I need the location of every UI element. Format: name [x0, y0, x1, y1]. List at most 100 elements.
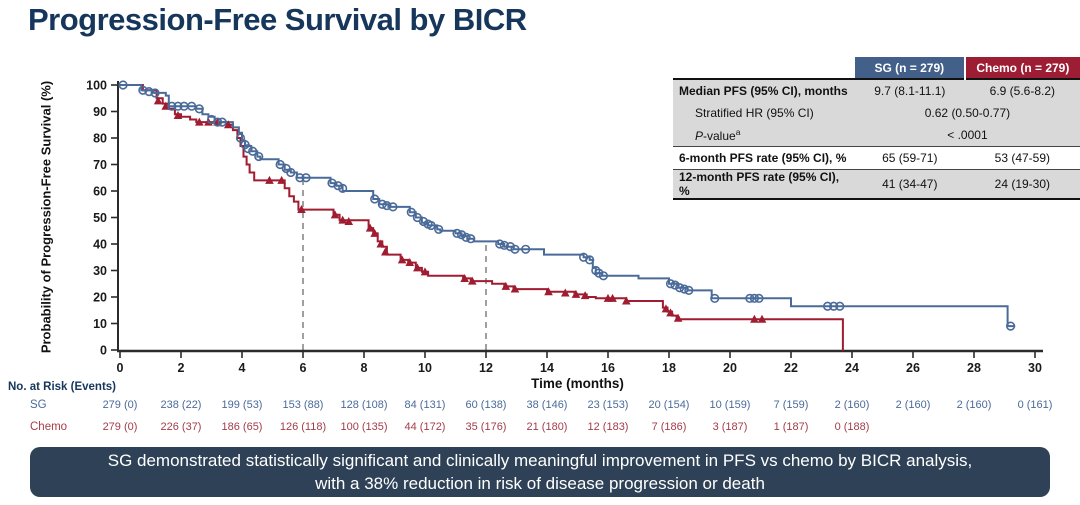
risk-value: 1 (187)	[773, 421, 809, 433]
censor-mark-circle	[598, 271, 609, 281]
censor-mark-triangle	[666, 308, 675, 317]
risk-value: 100 (135)	[340, 421, 388, 433]
x-tick-label: 22	[784, 361, 798, 375]
pvalue-italic-p: P	[695, 129, 704, 143]
censor-mark-circle	[301, 173, 311, 183]
risk-value: 128 (108)	[340, 399, 388, 411]
censor-mark-circle	[665, 279, 676, 289]
censor-mark-circle	[235, 133, 246, 143]
stats-value-median-chemo: 6.9 (5.6-8.2)	[964, 78, 1080, 102]
risk-value: 3 (187)	[712, 421, 748, 433]
y-axis-label: Probability of Progression-Free Survival…	[38, 80, 54, 354]
censor-mark-circle	[333, 181, 343, 191]
x-tick-label: 28	[967, 361, 981, 375]
censor-mark-circle	[521, 244, 531, 254]
censor-mark-triangle	[370, 228, 379, 237]
censor-mark-circle	[745, 293, 755, 303]
risk-value: 186 (65)	[221, 421, 263, 433]
y-tick-label: 80	[93, 132, 107, 146]
y-tick-label: 90	[93, 105, 107, 119]
censor-mark-triangle	[467, 276, 477, 285]
censor-mark-triangle	[330, 210, 340, 219]
censor-mark-circle	[370, 194, 380, 204]
censor-mark-triangle	[420, 267, 430, 276]
censor-mark-circle	[675, 283, 685, 293]
risk-label-sg: SG	[30, 399, 47, 411]
censor-mark-triangle	[580, 291, 590, 300]
page-title: Progression-Free Survival by BICR	[28, 2, 527, 37]
risk-value: 7 (186)	[651, 421, 687, 433]
censor-mark-circle	[406, 207, 416, 217]
censor-mark-circle	[749, 293, 760, 303]
risk-value: 279 (0)	[102, 421, 138, 433]
table-row: P-valuea < .0001	[673, 124, 1080, 147]
stats-header-chemo: Chemo (n = 279)	[963, 57, 1080, 79]
risk-value: 23 (153)	[587, 399, 629, 411]
x-tick-label: 24	[845, 361, 859, 375]
censor-mark-circle	[510, 244, 520, 254]
censor-mark-circle	[1005, 321, 1016, 331]
risk-table-title: No. at Risk (Events)	[8, 381, 116, 393]
censor-mark-triangle	[608, 293, 617, 302]
censor-mark-triangle	[344, 216, 354, 225]
conclusion-banner: SG demonstrated statistically significan…	[30, 447, 1050, 497]
risk-value: 60 (138)	[465, 399, 507, 411]
censor-mark-triangle	[277, 175, 286, 184]
censor-mark-circle	[194, 104, 204, 114]
stats-value-12month-chemo: 24 (19-30)	[964, 169, 1080, 200]
censor-mark-circle	[457, 230, 467, 240]
censor-mark-circle	[822, 301, 833, 311]
censor-mark-circle	[594, 268, 604, 278]
censor-mark-circle	[466, 234, 476, 244]
censor-mark-circle	[286, 167, 296, 178]
stats-value-pvalue: < .0001	[854, 124, 1080, 147]
risk-value: 44 (172)	[404, 421, 446, 433]
censor-mark-circle	[254, 151, 264, 162]
y-tick-label: 40	[93, 238, 107, 252]
censor-mark-triangle	[173, 110, 183, 119]
censor-mark-triangle	[376, 239, 386, 248]
censor-mark-triangle	[544, 287, 553, 296]
risk-label-chemo: Chemo	[30, 421, 68, 433]
censor-mark-triangle	[757, 314, 767, 323]
risk-row-sg: SG 279 (0) 238 (22) 199 (53) 153 (88) 128 (1…	[0, 399, 1080, 414]
censor-mark-circle	[138, 85, 148, 95]
stats-label-12month: 12-month PFS rate (95% CI), %	[673, 169, 855, 200]
pvalue-superscript: a	[735, 127, 741, 137]
risk-value: 0 (188)	[834, 421, 870, 433]
censor-mark-triangle	[661, 304, 671, 313]
censor-mark-triangle	[673, 313, 683, 322]
censor-mark-triangle	[365, 223, 375, 232]
stats-label-hr: Stratified HR (95% CI)	[673, 102, 855, 124]
censor-mark-circle	[495, 239, 505, 249]
censor-mark-circle	[426, 220, 436, 231]
risk-value: 226 (37)	[160, 421, 202, 433]
x-tick-label: 30	[1028, 361, 1042, 375]
risk-row-chemo: Chemo 279 (0) 226 (37) 186 (65) 126 (118) 10…	[0, 421, 1080, 436]
x-tick-label: 18	[662, 361, 676, 375]
stats-label-6month: 6-month PFS rate (95% CI), %	[673, 146, 855, 170]
censor-mark-circle	[418, 216, 429, 227]
stats-value-6month-sg: 65 (59-71)	[854, 146, 965, 170]
censor-mark-triangle	[297, 205, 306, 214]
stats-label-pvalue: P-valuea	[673, 124, 855, 147]
censor-mark-circle	[434, 224, 444, 235]
censor-mark-circle	[452, 228, 462, 238]
censor-mark-triangle	[571, 289, 581, 298]
table-row: Median PFS (95% CI), months 9.7 (8.1-11.…	[673, 78, 1080, 102]
y-tick-label: 10	[93, 317, 107, 331]
risk-value: 7 (159)	[773, 399, 809, 411]
km-plot: 0 2 4 6 8 10 12 14 16 18 20 22 24 26 28 300102030405060…	[86, 79, 1043, 375]
risk-value: 38 (146)	[526, 399, 568, 411]
risk-value: 2 (160)	[956, 399, 992, 411]
y-tick-label: 0	[100, 344, 107, 358]
censor-mark-triangle	[750, 314, 759, 323]
stats-value-12month-sg: 41 (34-47)	[854, 169, 965, 200]
censor-mark-circle	[382, 200, 392, 211]
stats-value-median-sg: 9.7 (8.1-11.1)	[854, 78, 965, 102]
risk-value: 153 (88)	[282, 399, 324, 411]
censor-mark-triangle	[195, 117, 204, 126]
stats-value-hr: 0.62 (0.50-0.77)	[854, 102, 1080, 124]
censor-mark-triangle	[460, 273, 469, 282]
